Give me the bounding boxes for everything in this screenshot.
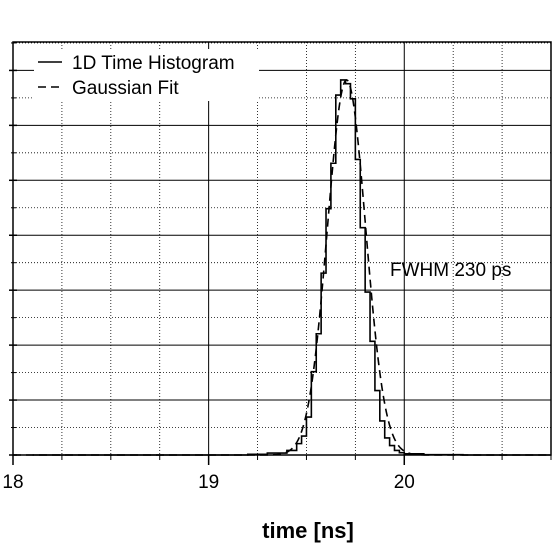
- plot-frame: [12, 41, 552, 456]
- axis-ticks: [9, 42, 552, 465]
- major-grid: [12, 42, 551, 456]
- minor-grid: [13, 42, 552, 455]
- x-tick-labels: 18 19 20: [2, 472, 414, 493]
- x-tick-label: 20: [394, 472, 415, 493]
- fwhm-annotation: FWHM 230 ps: [390, 260, 511, 281]
- legend-background: [34, 49, 259, 101]
- legend-label-histogram: 1D Time Histogram: [72, 53, 235, 74]
- histogram-series: [32, 79, 551, 456]
- legend: 1D Time Histogram Gaussian Fit: [34, 49, 259, 101]
- legend-label-gaussian: Gaussian Fit: [72, 78, 179, 99]
- x-axis-title: time [ns]: [262, 518, 354, 543]
- x-tick-label: 19: [198, 472, 219, 493]
- gaussian-fit-series: [13, 78, 551, 456]
- x-tick-label: 18: [2, 472, 23, 493]
